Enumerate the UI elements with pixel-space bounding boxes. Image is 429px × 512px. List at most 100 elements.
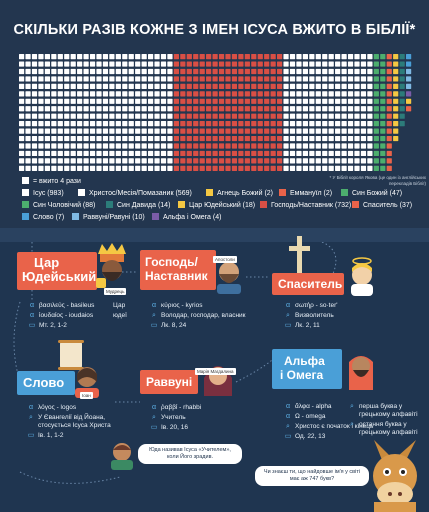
grid-unit (315, 54, 321, 60)
grid-unit (257, 135, 263, 142)
grid-unit (386, 143, 392, 149)
grid-unit (180, 121, 186, 127)
grid-unit (309, 135, 315, 142)
grid-unit (44, 135, 50, 142)
grid-unit (199, 98, 205, 104)
grid-unit (128, 143, 134, 149)
grid-unit (322, 98, 328, 104)
grid-unit (141, 98, 147, 104)
grid-unit (380, 158, 386, 164)
grid-unit (386, 113, 392, 119)
grid-unit (283, 121, 289, 127)
grid-unit (302, 98, 308, 104)
grid-unit (193, 128, 199, 134)
grid-unit (64, 128, 70, 134)
grid-unit (102, 68, 109, 75)
grid-unit (373, 113, 379, 119)
grid-unit (328, 83, 334, 89)
grid-unit (218, 98, 225, 104)
grid-unit (218, 165, 225, 171)
apostle-illustration (217, 262, 241, 294)
grid-unit (302, 54, 308, 60)
grid-unit (186, 68, 192, 75)
angel-illustration (351, 257, 373, 296)
grid-unit (135, 61, 141, 67)
grid-unit (264, 106, 270, 112)
grid-unit (367, 150, 373, 157)
grid-unit (367, 113, 373, 119)
grid-unit (180, 150, 186, 157)
grid-unit (206, 76, 212, 82)
grid-unit (148, 128, 154, 134)
legend-item: Христос/Месія/Помазаник (569) (78, 189, 192, 197)
grid-unit (96, 135, 102, 142)
grid-unit (399, 83, 405, 89)
grid-unit (347, 68, 354, 75)
grid-unit (141, 121, 147, 127)
grid-unit (380, 128, 386, 134)
grid-unit (135, 113, 141, 119)
grid-unit (89, 61, 96, 67)
grid-unit (141, 158, 147, 164)
grid-unit (386, 54, 392, 60)
grid-unit (406, 98, 412, 104)
grid-unit (289, 68, 296, 75)
grid-unit (225, 83, 231, 89)
grid-unit (328, 128, 334, 134)
grid-unit (270, 121, 276, 127)
grid-unit (257, 128, 263, 134)
grid-unit (257, 61, 263, 67)
grid-unit (186, 150, 192, 157)
grid-unit (128, 158, 134, 164)
grid-unit (160, 165, 167, 171)
grid-unit (141, 68, 147, 75)
grid-unit (322, 106, 328, 112)
grid-unit (96, 83, 102, 89)
grid-unit (289, 83, 296, 89)
grid-unit (289, 113, 296, 119)
grid-unit (64, 54, 70, 60)
grid-unit (244, 158, 250, 164)
grid-unit (96, 61, 102, 67)
grid-unit (167, 128, 173, 134)
grid-unit (51, 113, 57, 119)
grid-unit (31, 106, 38, 112)
grid-unit (193, 158, 199, 164)
grid-unit (199, 143, 205, 149)
grid-unit (393, 54, 399, 60)
grid-unit (373, 106, 379, 112)
grid-unit (25, 91, 31, 97)
grid-unit (38, 54, 44, 60)
grid-unit (51, 68, 57, 75)
grid-unit (212, 68, 218, 75)
grid-unit (231, 113, 238, 119)
grid-unit (38, 61, 44, 67)
grid-unit (109, 158, 115, 164)
grid-unit (38, 106, 44, 112)
grid-unit (283, 83, 289, 89)
grid-unit (386, 158, 392, 164)
rabboni-details: α ῥαββί - rhabbi ⌕ Учитель ▭ Ів. 20, 16 (150, 404, 250, 434)
grid-unit (283, 150, 289, 157)
grid-unit (51, 54, 57, 60)
grid-unit (277, 98, 283, 104)
grid-unit (386, 128, 392, 134)
grid-unit (244, 91, 250, 97)
grid-unit (322, 76, 328, 82)
grid-unit (399, 61, 405, 67)
grid-unit (360, 113, 367, 119)
grid-unit (44, 98, 50, 104)
grid-unit (373, 128, 379, 134)
grid-unit (25, 83, 31, 89)
grid-unit (154, 135, 160, 142)
grid-unit (122, 150, 128, 157)
grid-unit (360, 54, 367, 60)
grid-unit (335, 165, 341, 171)
grid-unit (380, 61, 386, 67)
grid-unit (122, 91, 128, 97)
lord-greek: κύριος - kyrios (161, 302, 203, 309)
grid-unit (206, 128, 212, 134)
grid-unit (328, 165, 334, 171)
grid-unit (347, 83, 354, 89)
grid-unit (31, 113, 38, 119)
